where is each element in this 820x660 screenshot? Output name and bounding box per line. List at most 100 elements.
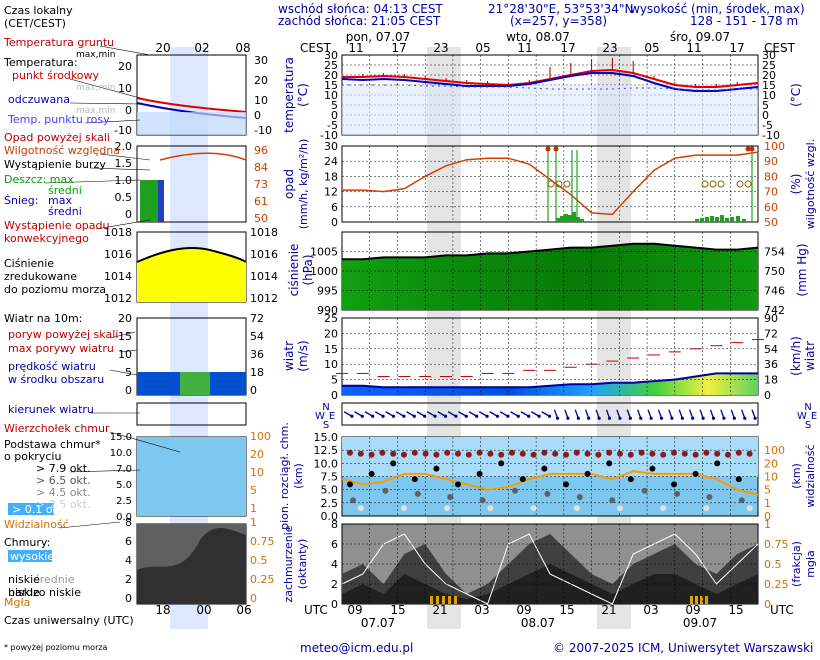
temp-tick: 10 [324, 89, 338, 102]
legend-snow-bar [158, 180, 164, 222]
cloud-top-dot [357, 450, 364, 457]
cloud-base-dot-65 [674, 490, 680, 497]
legend-connector [99, 153, 151, 161]
legend-label: Podstawa chmur* [4, 438, 101, 451]
legend-wind-tick: 10 [118, 348, 132, 361]
legend-label: Czas lokalny [4, 4, 73, 17]
cloud-base-dot-65 [414, 490, 421, 497]
legend-press-tick: 1018 [104, 226, 132, 239]
temp-tick-right: 10 [762, 89, 776, 102]
legend-label: średni [48, 205, 82, 218]
legend-wind-tick: 20 [118, 312, 132, 325]
legend-label: w środku obszaru [8, 373, 104, 386]
wind-line [342, 372, 758, 389]
cloud-top-dot [401, 451, 407, 458]
wind-dir-panel [341, 402, 759, 426]
cloud-base-dot-25 [357, 505, 364, 512]
legend-label: konwekcyjnego [4, 232, 89, 245]
cloud-top-dot [541, 449, 548, 456]
rh-tick: 50 [764, 216, 778, 229]
day-label: wto, 08.07 [506, 30, 570, 44]
legend-okt01-bg [8, 503, 54, 515]
cloud-base-dot-25 [617, 505, 623, 512]
compass-e-right: E [811, 411, 817, 422]
temp-tick: 30 [324, 49, 338, 62]
legend-label: (CET/CEST) [4, 17, 66, 30]
legend-precip-tick: 1.5 [115, 157, 133, 170]
legend-label: prędkość wiatru [8, 360, 96, 373]
legend-temp-line [136, 97, 247, 113]
temp-tick: 0 [331, 109, 338, 122]
wind-arrow-head [639, 416, 643, 420]
wind-arrow-head [691, 416, 695, 420]
temp-tick-right: -10 [762, 129, 780, 142]
storm-marker [736, 180, 744, 188]
cloud-tick: 2.5 [321, 497, 339, 510]
rh-line [342, 151, 759, 216]
wind-arrow-head [360, 414, 364, 418]
email-link[interactable]: meteo@icm.edu.pl [300, 641, 414, 655]
cover-axis-label: zachmurzenie [282, 525, 295, 602]
legend-cloud-tick: 5.0 [116, 480, 132, 491]
legend-temp-tick-right: 30 [254, 54, 268, 67]
wind-arrow-head [576, 416, 580, 420]
legend-connector [84, 119, 141, 124]
cloud-top-dot [390, 450, 397, 457]
vis-tick: 10 [764, 471, 778, 484]
cloud-base-dot [606, 460, 613, 467]
cloud-base-dot-65 [641, 487, 648, 494]
wind-arrow-head [475, 414, 479, 418]
legend-fog-tick: 0.75 [250, 535, 275, 548]
legend-label: Mgła [4, 596, 30, 609]
cloud-base-dot-25 [660, 505, 667, 512]
wind-arrow-head [649, 416, 653, 420]
wind-arrow-head [412, 414, 416, 418]
precip-axis-unit: (mm/h, kg/m²/h) [297, 139, 310, 230]
mmhg-tick: 742 [764, 304, 785, 317]
legend-vis-tick: 5 [250, 484, 257, 497]
cloud-base-dot [347, 481, 353, 488]
legend-okt01: > 0.1 okt. [12, 503, 67, 516]
sunset-text: zachód słońca: 21:05 CEST [278, 14, 441, 28]
legend-connector [99, 45, 151, 56]
precip-bar [568, 215, 572, 222]
cloud-tick: 15.0 [314, 431, 339, 444]
cest-tick: 17 [391, 41, 406, 55]
temp-axis-unit: (°C) [296, 83, 310, 107]
wind-arrow-head [516, 414, 520, 418]
cloud-top-dot [714, 450, 721, 457]
legend-label: Czas uniwersalny (UTC) [4, 614, 134, 627]
storm-marker [701, 180, 709, 188]
cloud-tick: 0.0 [321, 510, 339, 523]
vis-axis-label: widzialność [804, 444, 817, 507]
wind-arrow-head [732, 416, 736, 420]
legend-panel [136, 402, 247, 426]
cloud-top-dot [735, 449, 742, 456]
compass-e: E [329, 411, 335, 422]
storm-marker [744, 180, 752, 188]
legend-label: Wiatr na 10m: [4, 312, 82, 325]
date-label: 09.07 [683, 616, 717, 630]
legend-label: max porywy wiatru [8, 342, 114, 355]
wind-tick: 25 [324, 312, 338, 325]
legend-label: poryw powyżej skali [8, 328, 118, 341]
legend-pressure-line [136, 246, 247, 263]
grid-text: (x=257, y=358) [510, 14, 608, 28]
legend-connector [119, 349, 138, 353]
cloud-top-dot [465, 451, 472, 458]
precip-above-marker [545, 146, 551, 152]
wind-arrow-head [587, 416, 591, 420]
precip-bar [720, 215, 724, 222]
storm-marker [563, 180, 571, 188]
cloud-top-dot [433, 451, 440, 458]
pressure-tick: 990 [317, 304, 338, 317]
vis-tick: 1 [764, 497, 771, 510]
legend-temp-tick-right: 10 [254, 94, 268, 107]
kmh-axis-unit: (km/h) [789, 336, 803, 376]
cloud-axis-unit: (km) [292, 463, 305, 489]
cloud-top-dot [681, 450, 688, 457]
cloud-base-dot-65 [576, 494, 583, 501]
legend-label: Widzialność [4, 518, 69, 531]
rh-tick: 60 [764, 201, 778, 214]
utc-tick: 21 [601, 603, 616, 617]
